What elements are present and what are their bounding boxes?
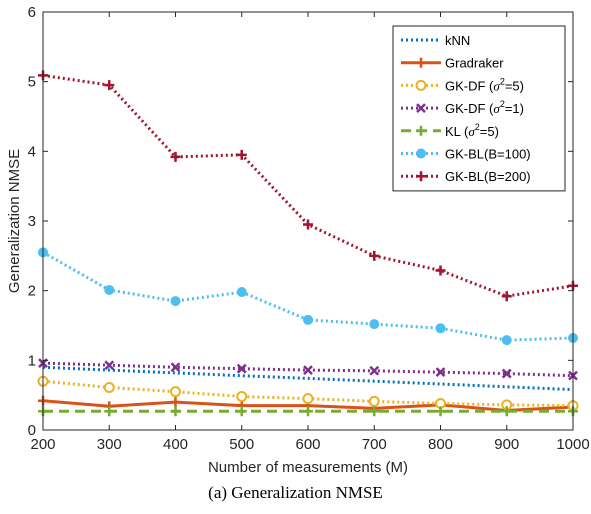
legend-item: GK-BL(B=100) [401, 147, 531, 162]
data-point [103, 382, 115, 394]
legend-marker [416, 171, 426, 182]
data-point [369, 250, 380, 261]
legend-item: kNN [401, 33, 470, 48]
x-tick-label: 300 [97, 436, 122, 453]
x-tick-label: 400 [163, 436, 188, 453]
data-point [303, 406, 313, 417]
figure-caption: (a) Generalization NMSE [208, 483, 383, 502]
axes: 200 300 400 500 600 700 800 900 1000 0 1 2 3 4 5 6 [28, 4, 590, 453]
data-point [435, 323, 446, 334]
legend-item: GK-BL(B=200) [401, 169, 531, 184]
data-point [501, 368, 512, 379]
line-chart: 200 300 400 500 600 700 800 900 1000 0 1 2 3 4 5 6 Numb… [6, 4, 590, 476]
data-point [369, 319, 380, 330]
data-point [435, 265, 446, 276]
data-point [303, 219, 313, 230]
data-point [369, 406, 380, 417]
legend-marker [416, 57, 426, 68]
y-tick-label: 0 [28, 422, 36, 439]
y-tick-label: 6 [28, 4, 36, 21]
data-point [104, 284, 115, 295]
data-point [170, 386, 181, 398]
y-tick-label: 1 [28, 352, 36, 369]
x-axis-label: Number of measurements (M) [208, 459, 408, 476]
series-line [42, 365, 574, 392]
data-point [236, 391, 248, 403]
legend-label: GK-BL(B=100) [445, 147, 531, 162]
data-point [170, 397, 181, 408]
data-point [501, 291, 512, 302]
legend-item: GK-DF (σ2=1) [401, 99, 524, 116]
y-tick-label: 2 [28, 283, 36, 300]
x-tick-label: 700 [362, 436, 387, 453]
y-tick-label: 3 [28, 213, 36, 230]
legend-label: KL (σ2=5) [445, 122, 499, 139]
y-axis-label: Generalization NMSE [6, 149, 23, 293]
legend-label: GK-BL(B=200) [445, 169, 531, 184]
legend-item: Gradraker [401, 56, 504, 71]
data-point [236, 363, 247, 374]
data-point [236, 149, 247, 160]
data-point [501, 406, 512, 417]
series-line [42, 73, 574, 298]
legend-marker [416, 148, 426, 159]
data-point [501, 335, 512, 346]
data-point [302, 393, 314, 405]
x-tick-label: 1000 [556, 436, 589, 453]
legend-marker [416, 103, 426, 113]
data-point [104, 360, 115, 371]
data-point [170, 362, 181, 373]
legend: kNN Gradraker GK-DF (σ2=5) GK-DF (σ2=1) KL (… [392, 25, 566, 192]
data-point [170, 406, 181, 417]
data-point [303, 365, 313, 375]
series-0 [42, 365, 574, 392]
x-tick-label: 600 [295, 436, 320, 453]
data-point [104, 80, 115, 91]
data-point [236, 287, 247, 298]
legend-label: GK-DF (σ2=1) [445, 99, 524, 116]
data-point [435, 406, 446, 417]
data-point [236, 406, 247, 417]
series-4 [38, 406, 578, 417]
legend-label: Gradraker [445, 56, 504, 71]
legend-label: GK-DF (σ2=5) [445, 76, 524, 93]
data-point [170, 151, 181, 162]
legend-item: GK-DF (σ2=5) [401, 76, 524, 93]
y-tick-label: 4 [28, 143, 36, 160]
data-point [303, 314, 313, 325]
x-tick-label: 800 [428, 436, 453, 453]
legend-marker [416, 125, 426, 136]
x-tick-label: 200 [30, 436, 55, 453]
data-point [368, 395, 380, 407]
data-point [369, 365, 380, 376]
series-3 [38, 358, 578, 381]
x-tick-label: 500 [229, 436, 254, 453]
y-tick-label: 5 [28, 74, 36, 91]
legend-item: KL (σ2=5) [401, 122, 499, 139]
data-point [104, 406, 115, 417]
data-point [435, 367, 446, 378]
data-point [170, 296, 181, 307]
x-tick-label: 900 [494, 436, 519, 453]
legend-label: kNN [445, 33, 470, 48]
legend-marker [415, 79, 427, 91]
